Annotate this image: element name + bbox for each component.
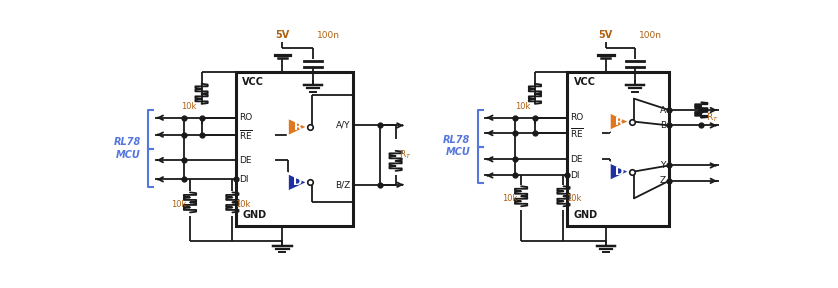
Text: 10k: 10k xyxy=(566,194,581,203)
Text: 5V: 5V xyxy=(275,30,290,40)
Text: A/Y: A/Y xyxy=(336,121,350,130)
Text: Y: Y xyxy=(660,161,666,170)
Text: R: R xyxy=(615,117,624,126)
Text: B/Z: B/Z xyxy=(335,180,350,189)
Text: RO: RO xyxy=(240,113,252,122)
Text: 10k: 10k xyxy=(502,194,517,203)
Text: B: B xyxy=(660,121,666,130)
FancyBboxPatch shape xyxy=(567,71,669,226)
Text: DI: DI xyxy=(240,175,249,184)
Text: 10k: 10k xyxy=(171,200,186,209)
Text: $\overline{\rm RE}$: $\overline{\rm RE}$ xyxy=(571,126,584,140)
Text: RO: RO xyxy=(571,113,583,122)
Text: D: D xyxy=(293,177,303,187)
Polygon shape xyxy=(287,118,308,136)
Text: RL78: RL78 xyxy=(113,137,141,147)
Text: VCC: VCC xyxy=(573,77,596,87)
Text: R$_T$: R$_T$ xyxy=(706,111,718,124)
Text: 100n: 100n xyxy=(639,31,662,40)
Text: DE: DE xyxy=(571,155,583,164)
Text: 10k: 10k xyxy=(182,103,197,111)
Text: 5V: 5V xyxy=(598,30,613,40)
Text: MCU: MCU xyxy=(116,150,141,160)
Text: A: A xyxy=(660,105,666,115)
Text: $\overline{\rm RE}$: $\overline{\rm RE}$ xyxy=(240,128,253,142)
Text: DE: DE xyxy=(240,156,251,164)
Text: GND: GND xyxy=(573,210,597,220)
Text: RL78: RL78 xyxy=(443,135,470,145)
Text: VCC: VCC xyxy=(242,77,264,87)
FancyBboxPatch shape xyxy=(236,71,354,226)
Polygon shape xyxy=(610,162,629,181)
Polygon shape xyxy=(287,173,308,192)
Text: R: R xyxy=(293,122,302,132)
Text: R$_T$: R$_T$ xyxy=(400,148,412,161)
Text: 10k: 10k xyxy=(515,103,530,111)
Text: 10k: 10k xyxy=(235,200,250,209)
Text: MCU: MCU xyxy=(446,147,470,157)
Polygon shape xyxy=(610,112,629,131)
Text: GND: GND xyxy=(242,210,266,220)
Text: DI: DI xyxy=(571,171,580,180)
Text: D: D xyxy=(615,167,624,177)
Text: 100n: 100n xyxy=(317,31,340,40)
Text: Z: Z xyxy=(660,176,666,185)
